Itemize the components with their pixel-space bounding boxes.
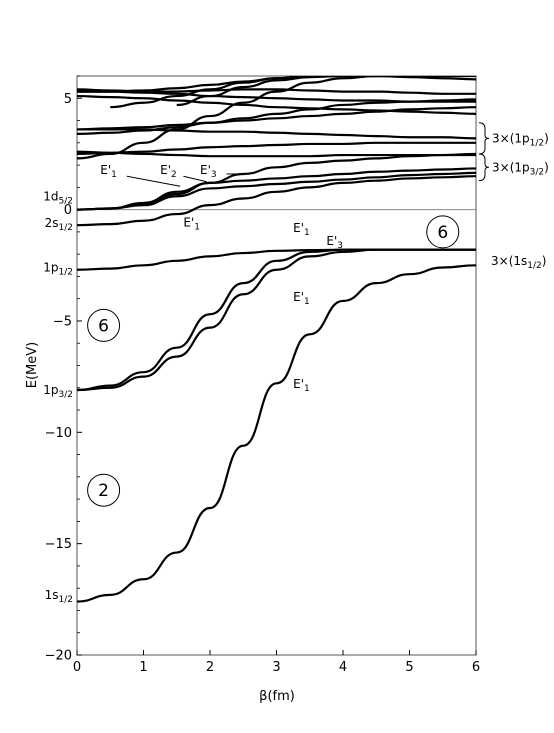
series-group — [77, 76, 476, 603]
group-brace-g2 — [478, 153, 490, 182]
series-line-3 — [77, 248, 476, 392]
annotation-a1: E'1 — [183, 215, 200, 232]
axis-ticks: 0 1 2 3 4 5 6 5 0 −5 −10 −15 −20 — [45, 75, 480, 675]
series-line-9 — [77, 141, 476, 156]
x-axis-title: β(fm) — [259, 689, 295, 704]
y-tick-label: 0 — [64, 203, 72, 218]
series-line-4 — [77, 248, 476, 271]
series-line-5 — [77, 175, 476, 227]
level-label-p32: 1p3/2 — [43, 383, 73, 400]
series-line-18 — [77, 76, 410, 160]
annotation-a4: E'1 — [293, 290, 310, 307]
group-label-g3: 3×(1s1/2) — [491, 254, 546, 271]
x-tick-label: 0 — [73, 660, 81, 675]
series-line-15 — [77, 88, 476, 95]
x-tick-label: 3 — [272, 660, 280, 675]
series-line-1 — [77, 264, 476, 603]
annotation-pointer — [126, 175, 181, 187]
series-line-11 — [77, 128, 476, 140]
degeneracy-label-c2: 6 — [98, 316, 109, 336]
level-label-s12: 1s1/2 — [45, 588, 73, 605]
degeneracy-label-c3: 2 — [98, 481, 109, 501]
level-labels: 1d5/2 2s1/2 1p1/2 1p3/2 1s1/2 — [43, 189, 73, 605]
group-brace-g1 — [478, 122, 490, 155]
series-line-8 — [77, 171, 476, 211]
y-axis-title: E(MeV) — [25, 342, 40, 388]
y-tick-label: 5 — [64, 92, 72, 107]
level-label-d52: 1d5/2 — [43, 189, 73, 206]
level-label-p12: 1p1/2 — [43, 261, 73, 278]
degeneracy-circle-c3 — [87, 473, 121, 507]
group-label-g1: 3×(1p1/2) — [492, 131, 549, 148]
x-tick-label: 2 — [206, 660, 214, 675]
series-line-7 — [77, 167, 476, 211]
degeneracy-circle-c1 — [426, 215, 460, 249]
y-tick-label: −5 — [53, 314, 72, 329]
annotation-a6: E'1 — [100, 163, 117, 180]
annotation-pointer — [183, 175, 207, 183]
level-label-s12b: 2s1/2 — [45, 216, 73, 233]
annotation-a5: E'1 — [293, 377, 310, 394]
plot-frame — [76, 75, 477, 656]
x-tick-label: 1 — [139, 660, 147, 675]
series-line-17 — [77, 98, 476, 135]
series-line-6 — [77, 152, 476, 211]
annotation-a8: E'3 — [200, 163, 217, 180]
series-line-10 — [77, 150, 476, 158]
group-label-g2: 3×(1p3/2) — [492, 160, 549, 177]
series-line-12 — [77, 106, 476, 131]
degeneracy-circles: 6 6 2 — [87, 215, 460, 507]
y-tick-label: −10 — [45, 426, 72, 441]
series-line-13 — [77, 94, 476, 115]
series-line-19 — [110, 76, 476, 109]
y-tick-label: −20 — [45, 649, 72, 664]
x-tick-label: 6 — [472, 660, 480, 675]
degeneracy-circle-c2 — [87, 308, 121, 342]
x-tick-label: 5 — [405, 660, 413, 675]
annotation-a7: E'2 — [160, 163, 177, 180]
x-tick-label: 4 — [339, 660, 347, 675]
y-tick-label: −15 — [45, 537, 72, 552]
group-labels: 3×(1p1/2) 3×(1p3/2) 3×(1s1/2) — [478, 122, 549, 271]
series-line-20 — [176, 76, 397, 107]
annotation-a3: E'3 — [326, 234, 343, 251]
annotations: E'1 E'1 E'3 E'1 E'1 E'1 E'2 E'3 — [100, 163, 343, 394]
degeneracy-label-c1: 6 — [437, 223, 448, 243]
annotation-a2: E'1 — [293, 221, 310, 238]
